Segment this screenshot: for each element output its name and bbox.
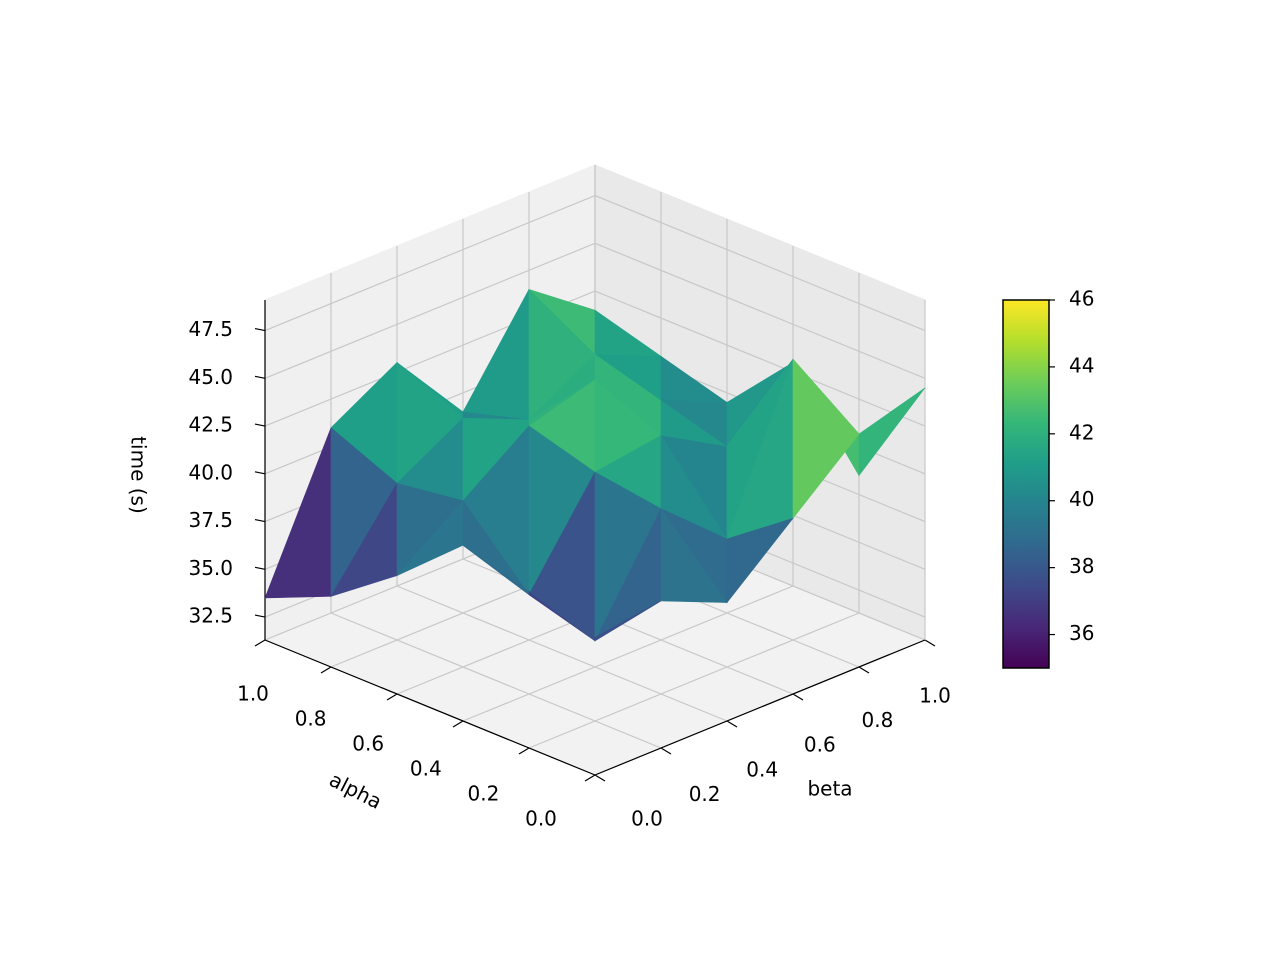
surface-facet bbox=[792, 358, 860, 520]
grid-line bbox=[594, 242, 926, 379]
tick-mark bbox=[726, 720, 738, 728]
y-tick-label: 1.0 bbox=[237, 682, 269, 706]
tick-mark bbox=[254, 614, 266, 618]
surface-facet bbox=[660, 507, 728, 603]
tick-mark bbox=[660, 747, 672, 755]
y-tick-label: 0.2 bbox=[467, 782, 499, 806]
grid-line bbox=[264, 195, 596, 332]
colorbar bbox=[1002, 299, 1050, 669]
tick-mark bbox=[254, 375, 266, 379]
z-tick-label: 35.0 bbox=[188, 556, 233, 580]
x-tick-label: 0.4 bbox=[746, 757, 778, 781]
x-tick-label: 0.0 bbox=[631, 807, 663, 831]
z-tick-label: 42.5 bbox=[188, 413, 233, 437]
grid-line bbox=[264, 242, 596, 379]
colorbar-tick-label: 36 bbox=[1069, 621, 1094, 645]
colorbar-tick-label: 38 bbox=[1069, 554, 1094, 578]
tick-mark bbox=[254, 423, 266, 427]
y-tick-label: 0.8 bbox=[295, 707, 327, 731]
x-tick-label: 0.6 bbox=[804, 733, 836, 757]
surface-facet bbox=[726, 517, 794, 604]
tick-mark bbox=[924, 639, 936, 647]
z-tick-label: 37.5 bbox=[188, 508, 233, 532]
surface-facet bbox=[858, 387, 926, 477]
tick-mark bbox=[254, 566, 266, 570]
tick-mark bbox=[518, 747, 530, 755]
grid-line bbox=[594, 195, 926, 332]
y-tick-label: 0.4 bbox=[410, 757, 442, 781]
z-tick-label: 32.5 bbox=[188, 604, 233, 628]
z-axis-label: time (s) bbox=[127, 436, 151, 514]
surface-facet bbox=[594, 600, 662, 642]
tick-mark bbox=[254, 639, 266, 647]
y-axis-label: alpha bbox=[326, 767, 386, 814]
axis-line bbox=[594, 639, 926, 776]
grid-line bbox=[462, 585, 794, 722]
tick-mark bbox=[594, 774, 606, 782]
tick-mark bbox=[792, 693, 804, 701]
z-tick-label: 40.0 bbox=[188, 460, 233, 484]
grid-line bbox=[330, 612, 662, 749]
colorbar-tick-label: 42 bbox=[1069, 420, 1094, 444]
plot-area bbox=[254, 164, 936, 782]
tick-mark bbox=[254, 327, 266, 332]
tick-mark bbox=[452, 720, 464, 728]
z-tick-label: 47.5 bbox=[188, 317, 233, 341]
axis-line bbox=[264, 639, 596, 776]
grid-line bbox=[528, 612, 860, 749]
tick-mark bbox=[320, 666, 332, 674]
tick-mark bbox=[254, 471, 266, 475]
z-tick-label: 45.0 bbox=[188, 365, 233, 389]
tick-mark bbox=[858, 666, 870, 674]
colorbar-tick-label: 40 bbox=[1069, 487, 1094, 511]
tick-mark bbox=[254, 518, 266, 523]
tick-mark bbox=[584, 774, 596, 782]
tick-mark bbox=[386, 693, 398, 701]
colorbar-tick-label: 46 bbox=[1069, 287, 1094, 311]
y-tick-label: 0.0 bbox=[525, 807, 557, 831]
colorbar-tick-label: 44 bbox=[1069, 353, 1094, 377]
y-tick-label: 0.6 bbox=[352, 732, 384, 756]
x-axis-label: beta bbox=[807, 777, 852, 801]
x-tick-label: 0.8 bbox=[861, 708, 893, 732]
x-tick-label: 0.2 bbox=[689, 782, 721, 806]
grid-line bbox=[594, 290, 926, 427]
grid-line bbox=[396, 585, 728, 722]
x-tick-label: 1.0 bbox=[919, 684, 951, 708]
